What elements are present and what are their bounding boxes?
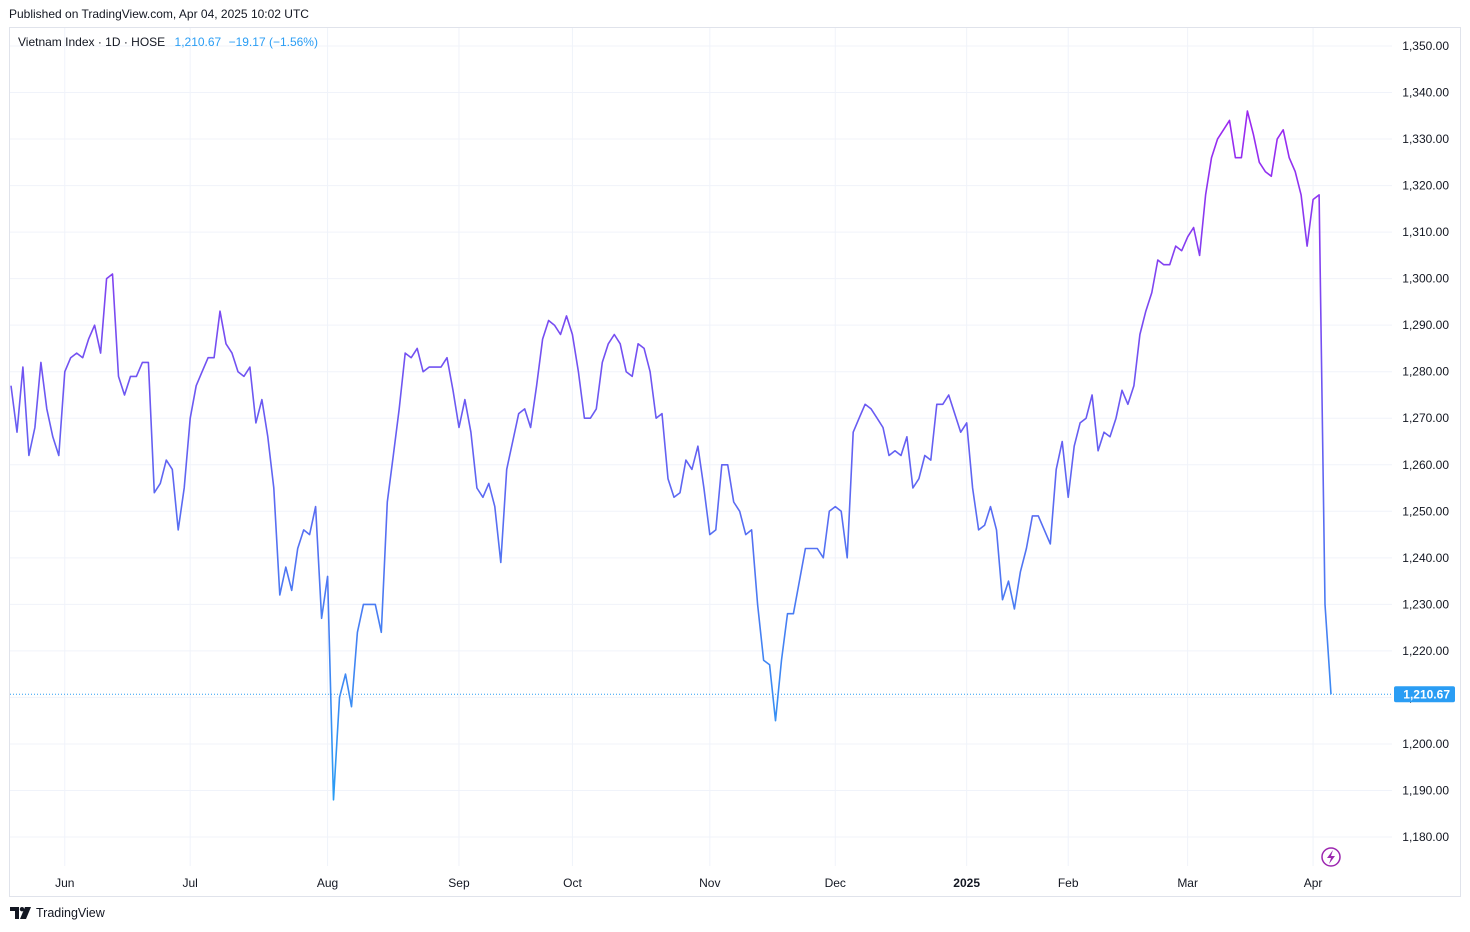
published-caption: Published on TradingView.com, Apr 04, 20… [9,7,309,21]
y-tick-label: 1,340.00 [1402,86,1449,100]
price-series-line [10,110,1332,801]
x-tick-label: Jul [183,876,198,890]
x-tick-label: Nov [699,876,720,890]
y-tick-label: 1,290.00 [1402,318,1449,332]
y-tick-label: 1,310.00 [1402,225,1449,239]
x-tick-label: Feb [1058,876,1079,890]
legend-change: −19.17 (−1.56%) [228,35,318,49]
x-tick-label: Sep [448,876,470,890]
x-tick-label: Aug [317,876,338,890]
y-tick-label: 1,320.00 [1402,179,1449,193]
y-tick-label: 1,300.00 [1402,272,1449,286]
x-tick-label: Jun [55,876,74,890]
y-tick-label: 1,350.00 [1402,39,1449,53]
last-price-label: 1,210.67 [1403,687,1450,701]
x-tick-label: Oct [563,876,582,890]
tradingview-brand[interactable]: TradingView [10,906,105,920]
x-tick-label: Dec [825,876,846,890]
y-tick-label: 1,250.00 [1402,504,1449,518]
legend-price: 1,210.67 [174,35,222,49]
y-tick-label: 1,230.00 [1402,597,1449,611]
price-axis[interactable]: 1,180.001,190.001,200.001,210.001,220.00… [1402,39,1449,844]
tradingview-logo-icon [10,907,31,919]
y-tick-label: 1,180.00 [1402,830,1449,844]
y-tick-label: 1,200.00 [1402,737,1449,751]
y-tick-label: 1,220.00 [1402,644,1449,658]
x-tick-label: Apr [1304,876,1323,890]
lightning-icon[interactable] [1321,847,1341,867]
y-tick-label: 1,270.00 [1402,411,1449,425]
y-tick-label: 1,190.00 [1402,783,1449,797]
x-tick-label: 2025 [953,876,980,890]
y-tick-label: 1,260.00 [1402,458,1449,472]
y-tick-label: 1,280.00 [1402,365,1449,379]
y-tick-label: 1,240.00 [1402,551,1449,565]
last-price-tag: 1,210.67 [1394,686,1455,703]
chart-pane[interactable] [9,27,1461,897]
last-price-tag-background [1394,686,1455,703]
grid-lines [10,28,1392,866]
y-tick-label: 1,330.00 [1402,132,1449,146]
x-tick-label: Mar [1177,876,1198,890]
chart-legend[interactable]: Vietnam Index · 1D · HOSE 1,210.67 −19.1… [18,35,318,49]
brand-name: TradingView [36,906,105,920]
time-axis[interactable]: Jun Jul Aug Sep Oct Nov Dec 2025 Feb Mar Apr [55,876,1322,890]
symbol-title: Vietnam Index · 1D · HOSE [18,35,166,49]
